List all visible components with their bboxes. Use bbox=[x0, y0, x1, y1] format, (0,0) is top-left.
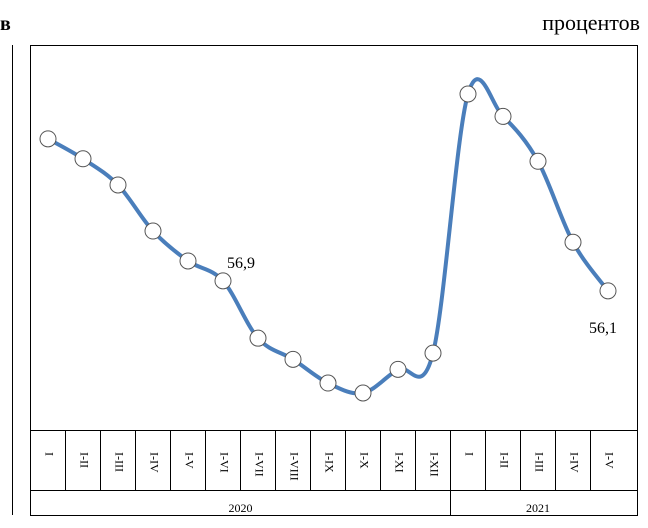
marker bbox=[179, 252, 197, 270]
x-tick-label: I-VIII bbox=[287, 452, 301, 481]
x-tick-label: I-IX bbox=[322, 452, 336, 473]
marker bbox=[214, 272, 232, 290]
group-label: 2020 bbox=[229, 501, 253, 515]
marker bbox=[529, 152, 547, 170]
x-tick-label: I-VII bbox=[252, 452, 266, 477]
x-tick-label: I-XII bbox=[427, 452, 441, 477]
x-tick-label: I-IV bbox=[567, 452, 581, 473]
x-tick-label: I-II bbox=[77, 452, 91, 468]
marker bbox=[284, 350, 302, 368]
x-tick-label: I bbox=[462, 452, 476, 456]
data-label: 56,9 bbox=[227, 255, 255, 272]
marker bbox=[459, 85, 477, 103]
x-tick-label: I-IV bbox=[147, 452, 161, 473]
x-tick-label: I-II bbox=[497, 452, 511, 468]
x-tick-label: I bbox=[42, 452, 56, 456]
marker bbox=[424, 344, 442, 362]
marker bbox=[599, 282, 617, 300]
x-tick-label: I-V bbox=[182, 452, 196, 469]
line bbox=[47, 77, 610, 396]
units-label: процентов bbox=[542, 10, 640, 35]
chart-title: в bbox=[0, 13, 11, 35]
x-tick-label: I-VI bbox=[217, 452, 231, 473]
group-label: 2021 bbox=[526, 501, 550, 515]
marker bbox=[319, 374, 337, 392]
marker bbox=[109, 176, 127, 194]
marker bbox=[144, 222, 162, 240]
plot-frame bbox=[30, 45, 638, 516]
marker bbox=[389, 360, 407, 378]
marker bbox=[249, 329, 267, 347]
data-label: 56,1 bbox=[589, 320, 617, 337]
x-tick-label: I-V bbox=[602, 452, 616, 469]
marker bbox=[39, 130, 57, 148]
marker bbox=[354, 384, 372, 402]
x-tick-label: I-X bbox=[357, 452, 371, 469]
x-tick-label: I-III bbox=[532, 452, 546, 472]
marker bbox=[74, 150, 92, 168]
x-tick-label: I-III bbox=[112, 452, 126, 472]
marker bbox=[494, 107, 512, 125]
marker bbox=[564, 233, 582, 251]
x-tick-label: I-XI bbox=[392, 452, 406, 473]
